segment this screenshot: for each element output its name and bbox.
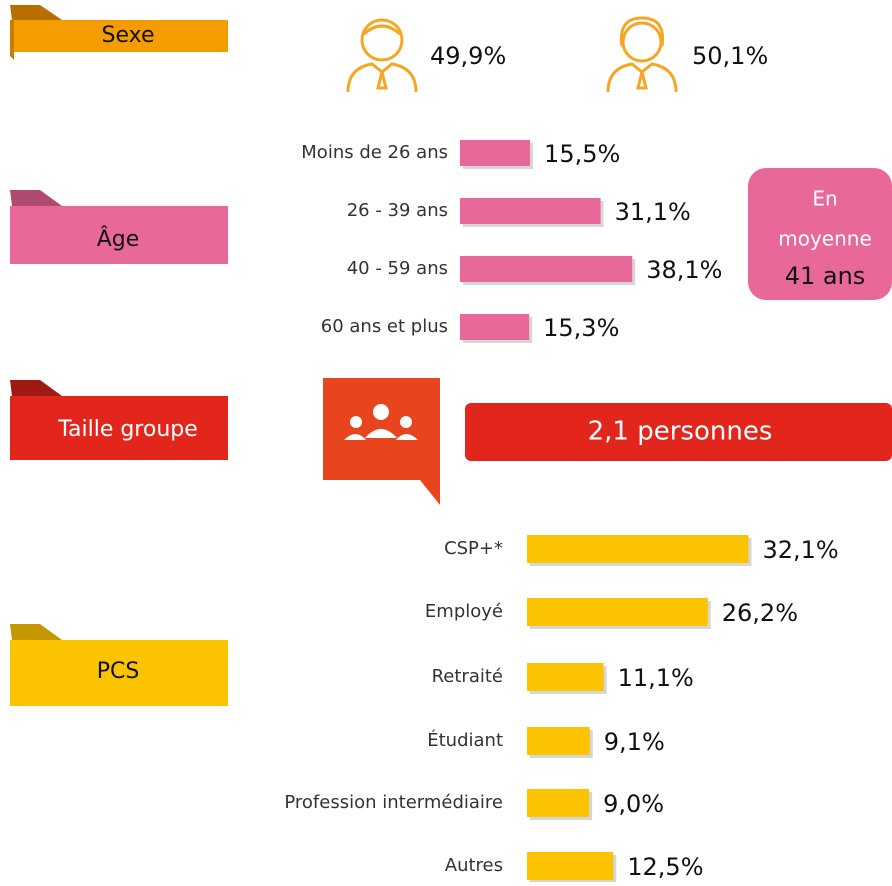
value-label: 12,5%: [627, 853, 703, 881]
tab: [10, 640, 228, 706]
tab: [10, 396, 228, 460]
bar-label: 26 - 39 ans: [347, 200, 448, 221]
bar: [527, 598, 708, 626]
bar: [527, 727, 590, 755]
value-label: 26,2%: [722, 599, 798, 627]
bar: [527, 535, 749, 563]
tab: [10, 20, 228, 52]
tab-fold: [10, 380, 62, 396]
tab-fold: [10, 5, 62, 20]
value-label: 11,1%: [618, 664, 694, 692]
bar-label: 60 ans et plus: [321, 316, 448, 337]
woman-icon: [606, 16, 678, 93]
bar-label: Étudiant: [427, 729, 503, 751]
bar: [527, 789, 590, 817]
average-text: En: [812, 187, 837, 211]
value-label: 15,5%: [544, 140, 620, 168]
bar-label: Profession intermédiaire: [284, 792, 503, 813]
section-label: PCS: [97, 659, 140, 684]
bar-label: 40 - 59 ans: [347, 258, 448, 279]
bar-label: Retraité: [432, 666, 503, 687]
section-label: Taille groupe: [57, 417, 198, 442]
tab-side: [10, 20, 14, 60]
men-value: 49,9%: [430, 42, 506, 70]
bar-label: CSP+*: [444, 538, 503, 559]
value-label: 9,0%: [603, 790, 664, 818]
bar: [527, 852, 614, 880]
value-label: 38,1%: [646, 256, 722, 284]
women-value: 50,1%: [692, 42, 768, 70]
bar-label: Autres: [445, 855, 503, 876]
average-box: [748, 168, 892, 300]
section-label: Sexe: [102, 23, 155, 48]
average-text: moyenne: [778, 227, 872, 251]
bar: [527, 663, 604, 691]
tab-fold: [10, 190, 62, 206]
value-label: 9,1%: [604, 728, 665, 756]
bar: [460, 314, 530, 340]
group-icon: [323, 378, 440, 505]
man-icon: [346, 18, 418, 93]
bar: [460, 198, 601, 224]
value-label: 31,1%: [615, 198, 691, 226]
bar: [460, 256, 633, 282]
bar-label: Moins de 26 ans: [301, 142, 448, 163]
tab: [10, 206, 228, 264]
value-label: 32,1%: [762, 536, 838, 564]
section-label: Âge: [97, 226, 140, 252]
average-value: 41 ans: [785, 262, 866, 290]
tab-fold: [10, 624, 62, 640]
bar: [460, 140, 531, 166]
bar-label: Employé: [425, 601, 503, 622]
value-box: [465, 403, 892, 461]
group-value: 2,1 personnes: [588, 417, 773, 447]
value-label: 15,3%: [543, 314, 619, 342]
